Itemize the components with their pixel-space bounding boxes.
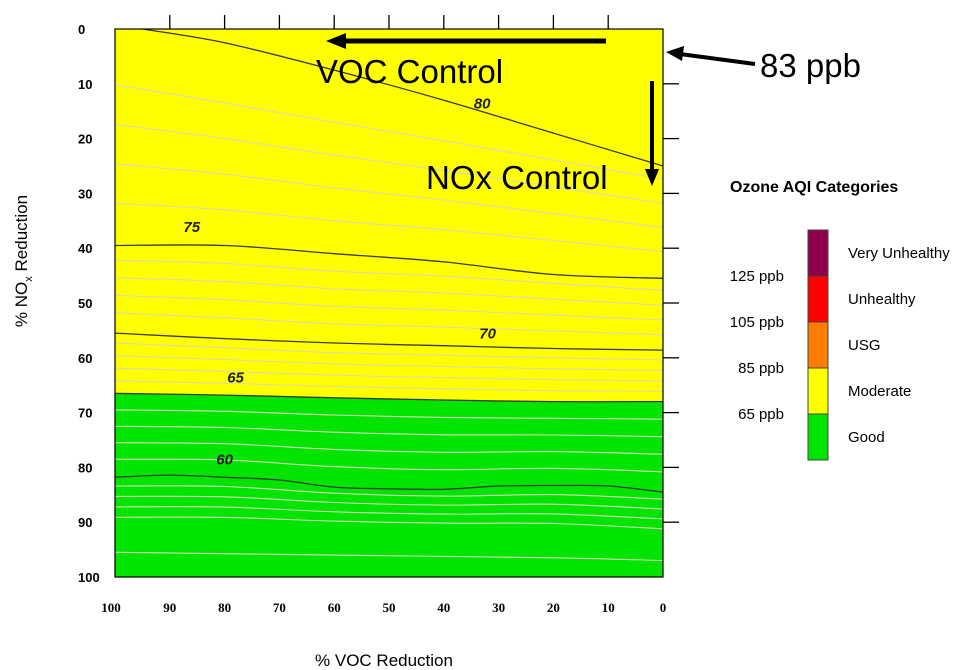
x-tick-label: 90 — [163, 600, 176, 615]
y-tick-label: 100 — [78, 570, 100, 585]
x-axis-title: % VOC Reduction — [315, 651, 453, 670]
y-tick-label: 40 — [78, 241, 92, 256]
faint-contour-line — [115, 425, 663, 438]
x-tick-label: 40 — [437, 600, 450, 615]
y-axis-subscript: x — [23, 276, 35, 282]
legend-label: Good — [848, 429, 885, 446]
contour-lines — [115, 29, 663, 493]
contour-line-75 — [115, 244, 663, 279]
start-point-arrow — [666, 46, 756, 66]
faint-contour-line — [115, 163, 663, 228]
x-tick-label: 10 — [602, 600, 615, 615]
faint-contour-line — [115, 516, 663, 530]
contour-line-65 — [115, 392, 663, 403]
faint-contour-line — [115, 458, 663, 473]
y-tick-label: 70 — [78, 406, 92, 421]
faint-contour-line — [115, 342, 663, 361]
faint-contour-line — [115, 367, 663, 382]
legend-threshold: 125 ppb — [730, 268, 784, 285]
legend-swatches — [807, 229, 829, 461]
nox-control-arrow — [645, 81, 659, 186]
faint-contour-line — [115, 380, 663, 392]
faint-contour-line — [115, 202, 663, 253]
x-tick-label: 50 — [383, 600, 396, 615]
legend-label: Unhealthy — [848, 291, 916, 308]
faint-contour-line — [115, 259, 663, 291]
y-tick-label: 0 — [78, 22, 85, 37]
contour-label-70: 70 — [479, 326, 496, 343]
x-tick-label: 80 — [218, 600, 231, 615]
y-tick-label: 90 — [78, 515, 92, 530]
x-tick-label: 100 — [101, 600, 121, 615]
x-tick-label: 60 — [328, 600, 341, 615]
y-tick-label: 10 — [78, 77, 92, 92]
faint-contour-line — [115, 277, 663, 306]
legend-names: Very Unhealthy Unhealthy USG Moderate Good — [848, 245, 950, 446]
contour-label-75: 75 — [183, 219, 200, 236]
faint-contour-line — [115, 506, 663, 520]
contour-label-60: 60 — [216, 452, 233, 469]
start-value-label: 83 ppb — [760, 47, 861, 84]
faint-contour-line — [115, 123, 663, 204]
y-tick-label: 50 — [78, 296, 92, 311]
good-region — [115, 393, 663, 577]
legend-swatch-very-unhealthy — [807, 229, 829, 277]
x-tick-label: 20 — [547, 600, 560, 615]
legend-label: Very Unhealthy — [848, 245, 950, 262]
y-tick-label: 60 — [78, 351, 92, 366]
faint-contour-line — [115, 312, 663, 336]
faint-contour-line — [115, 495, 663, 510]
y-tick-label: 20 — [78, 132, 92, 147]
aqi-legend: Ozone AQI Categories Very Unhealthy Unhea… — [730, 179, 950, 461]
legend-threshold: 65 ppb — [738, 406, 784, 423]
legend-label: Moderate — [848, 383, 911, 400]
contour-label-80: 80 — [474, 95, 491, 112]
legend-label: USG — [848, 337, 881, 354]
faint-contour-line — [115, 485, 663, 500]
faint-contour-line — [115, 409, 663, 420]
x-tick-label: 30 — [492, 600, 505, 615]
contour-line-80 — [142, 29, 663, 167]
y-tick-label: 30 — [78, 186, 92, 201]
legend-swatch-moderate — [807, 367, 829, 415]
legend-swatch-usg — [807, 321, 829, 369]
legend-title: Ozone AQI Categories — [730, 179, 898, 196]
contour-line-70 — [115, 332, 663, 351]
voc-control-arrow — [326, 33, 606, 49]
faint-contour-line — [115, 442, 663, 455]
contour-line-60 — [115, 474, 663, 493]
faint-contour-lines — [115, 84, 663, 562]
nox-control-label: NOx Control — [426, 159, 608, 196]
legend-swatch-unhealthy — [807, 275, 829, 323]
plot-area — [115, 29, 663, 577]
legend-threshold: 85 ppb — [738, 360, 784, 377]
y-tick-labels: 0 10 20 30 40 50 60 70 80 90 100 — [78, 22, 100, 585]
y-tick-label: 80 — [78, 460, 92, 475]
y-axis-title: % NOx Reduction — [12, 195, 35, 327]
contour-labels: 80 75 70 65 60 — [183, 95, 496, 468]
faint-contour-line — [115, 294, 663, 321]
x-tick-label: 70 — [273, 600, 286, 615]
x-tick-labels: 100 90 80 70 60 50 40 30 20 10 0 — [101, 600, 666, 615]
legend-swatch-good — [807, 413, 829, 461]
faint-contour-line — [115, 355, 663, 371]
contour-label-65: 65 — [227, 369, 244, 386]
faint-contour-line — [115, 551, 663, 562]
y-axis-title-tail: Reduction — [12, 195, 31, 276]
faint-contour-line — [115, 84, 663, 180]
x-tick-label: 0 — [660, 600, 667, 615]
voc-control-label: VOC Control — [316, 53, 503, 90]
legend-thresholds: 125 ppb 105 ppb 85 ppb 65 ppb — [730, 268, 784, 423]
legend-threshold: 105 ppb — [730, 314, 784, 331]
axis-ticks — [169, 15, 679, 523]
